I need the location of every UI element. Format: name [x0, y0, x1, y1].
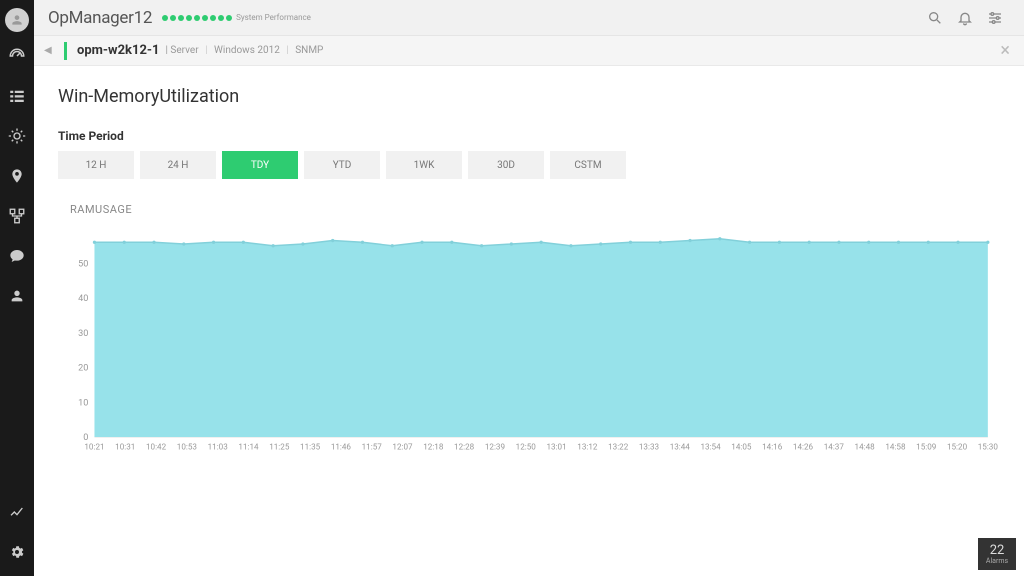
svg-text:10:21: 10:21 — [84, 442, 104, 452]
time-period-button[interactable]: 12 H — [58, 151, 134, 179]
chart-title: RAMUSAGE — [70, 203, 1000, 216]
svg-text:13:54: 13:54 — [701, 442, 722, 452]
time-period-button[interactable]: 30D — [468, 151, 544, 179]
breadcrumb-meta: | Server | Windows 2012 | SNMP — [165, 45, 323, 56]
search-icon[interactable] — [920, 3, 950, 33]
perf-dot — [210, 15, 216, 21]
sidebar-chat-icon[interactable] — [0, 236, 34, 276]
sidebar-person-icon[interactable] — [0, 276, 34, 316]
time-period-button[interactable]: 1WK — [386, 151, 462, 179]
svg-text:12:28: 12:28 — [454, 442, 475, 452]
time-period-button[interactable]: 24 H — [140, 151, 216, 179]
svg-text:11:03: 11:03 — [208, 442, 229, 452]
chart: 0102030405010:2110:3110:4210:5311:0311:1… — [58, 220, 1000, 460]
performance-dots — [162, 15, 232, 21]
svg-text:11:46: 11:46 — [331, 442, 352, 452]
perf-dot — [226, 15, 232, 21]
settings-sliders-icon[interactable] — [980, 3, 1010, 33]
perf-dot — [186, 15, 192, 21]
time-period-button[interactable]: CSTM — [550, 151, 626, 179]
sidebar-location-icon[interactable] — [0, 156, 34, 196]
time-period-button[interactable]: TDY — [222, 151, 298, 179]
time-period-button[interactable]: YTD — [304, 151, 380, 179]
breadcrumb-host: opm-w2k12-1 — [77, 43, 159, 58]
svg-text:20: 20 — [78, 362, 88, 373]
breadcrumb-back-icon[interactable]: ◀ — [44, 45, 60, 56]
svg-text:14:16: 14:16 — [762, 442, 783, 452]
svg-text:11:14: 11:14 — [238, 442, 259, 452]
sidebar-reports-icon[interactable] — [0, 492, 34, 532]
perf-dot — [202, 15, 208, 21]
svg-text:13:22: 13:22 — [608, 442, 629, 452]
alarms-count: 22 — [990, 544, 1005, 557]
perf-dot — [194, 15, 200, 21]
sidebar-dashboard-icon[interactable] — [0, 36, 34, 76]
svg-text:14:37: 14:37 — [824, 442, 845, 452]
svg-text:13:33: 13:33 — [639, 442, 660, 452]
svg-text:12:50: 12:50 — [516, 442, 537, 452]
perf-dot — [162, 15, 168, 21]
svg-text:10:42: 10:42 — [146, 442, 167, 452]
sidebar-alert-icon[interactable] — [0, 116, 34, 156]
svg-text:14:26: 14:26 — [793, 442, 814, 452]
svg-text:30: 30 — [78, 328, 88, 339]
svg-text:50: 50 — [78, 258, 88, 269]
svg-text:12:07: 12:07 — [392, 442, 413, 452]
perf-dot — [218, 15, 224, 21]
performance-label: System Performance — [236, 13, 311, 22]
brand-title: OpManager12 — [48, 8, 152, 28]
svg-text:13:12: 13:12 — [577, 442, 598, 452]
time-period-buttons: 12 H24 HTDYYTD1WK30DCSTM — [58, 151, 1000, 179]
svg-text:11:57: 11:57 — [362, 442, 383, 452]
svg-text:40: 40 — [78, 293, 88, 304]
sidebar-list-icon[interactable] — [0, 76, 34, 116]
svg-text:15:20: 15:20 — [947, 442, 968, 452]
breadcrumb-close-icon[interactable]: × — [1000, 40, 1010, 61]
alarms-badge[interactable]: 22 Alarms — [978, 538, 1016, 570]
svg-text:15:09: 15:09 — [916, 442, 937, 452]
main-area: OpManager12 System Performance ◀ opm-w2k… — [34, 0, 1024, 576]
svg-text:11:25: 11:25 — [269, 442, 290, 452]
time-period-label: Time Period — [58, 129, 1000, 143]
svg-text:10: 10 — [78, 397, 88, 408]
svg-text:15:30: 15:30 — [978, 442, 999, 452]
svg-text:10:31: 10:31 — [115, 442, 135, 452]
content: Win-MemoryUtilization Time Period 12 H24… — [34, 66, 1024, 576]
svg-text:12:18: 12:18 — [423, 442, 444, 452]
svg-text:12:39: 12:39 — [485, 442, 506, 452]
svg-text:13:44: 13:44 — [670, 442, 691, 452]
alarms-label: Alarms — [986, 557, 1008, 565]
svg-text:11:35: 11:35 — [300, 442, 321, 452]
breadcrumb-bar: ◀ opm-w2k12-1 | Server | Windows 2012 | … — [34, 36, 1024, 66]
page-title: Win-MemoryUtilization — [58, 86, 1000, 107]
svg-text:13:01: 13:01 — [546, 442, 566, 452]
perf-dot — [178, 15, 184, 21]
svg-text:14:58: 14:58 — [885, 442, 906, 452]
perf-dot — [170, 15, 176, 21]
svg-text:10:53: 10:53 — [177, 442, 198, 452]
breadcrumb-accent-bar — [64, 42, 67, 60]
svg-text:14:48: 14:48 — [855, 442, 876, 452]
user-avatar[interactable] — [5, 8, 29, 32]
sidebar-settings-icon[interactable] — [0, 532, 34, 572]
top-bar: OpManager12 System Performance — [34, 0, 1024, 36]
bell-icon[interactable] — [950, 3, 980, 33]
sidebar-network-icon[interactable] — [0, 196, 34, 236]
svg-text:14:05: 14:05 — [731, 442, 752, 452]
left-sidebar — [0, 0, 34, 576]
